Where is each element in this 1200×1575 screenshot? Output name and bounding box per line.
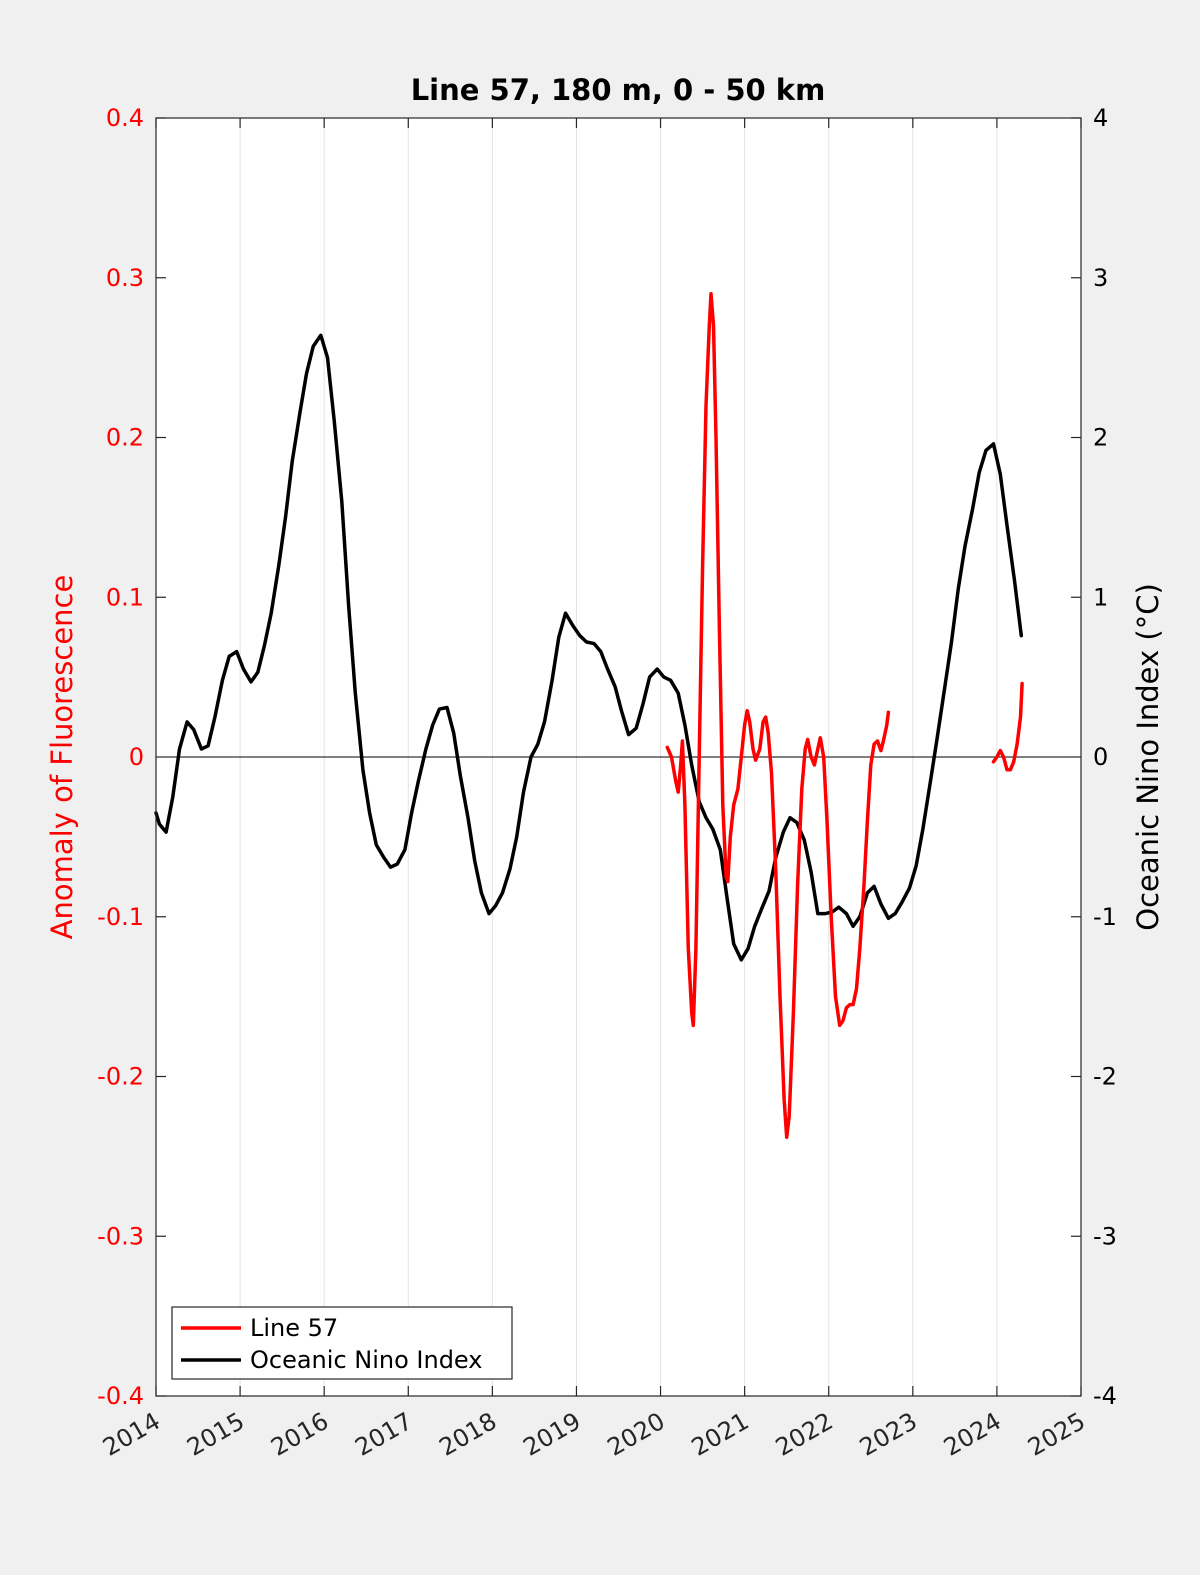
x-tick-label: 2021 [687,1407,754,1462]
right-y-tick-label: 4 [1093,104,1108,132]
series-line-line-57 [991,681,1024,772]
left-y-axis-label: Anomaly of Fluorescence [45,575,79,940]
left-y-tick-label: -0.3 [97,1222,144,1250]
legend-box [171,1306,513,1380]
right-y-tick-label: -3 [1093,1222,1117,1250]
right-y-tick-label: 1 [1093,583,1108,611]
x-tick-label: 2014 [98,1407,165,1462]
x-tick-label: 2015 [182,1407,249,1462]
x-tick-label: 2025 [1023,1407,1090,1462]
right-y-tick-label: -2 [1093,1063,1117,1091]
right-y-tick-label: 3 [1093,264,1108,292]
legend: Line 57 Oceanic Nino Index [171,1306,513,1380]
right-y-axis-ticks: -4 -3 -2 -1 0 1 2 3 4 [1071,104,1117,1410]
series-line-oceanic-nino-index [154,333,1024,962]
series-lines [154,291,1024,1139]
left-y-tick-label: 0 [129,743,144,771]
x-tick-label: 2022 [771,1407,838,1462]
right-y-tick-label: -1 [1093,903,1117,931]
x-tick-label: 2016 [266,1407,333,1462]
left-y-tick-label: -0.4 [97,1382,144,1410]
x-tick-label: 2020 [603,1407,670,1462]
right-y-tick-label: 2 [1093,424,1108,452]
x-tick-label: 2017 [350,1407,417,1462]
x-tick-label: 2018 [434,1407,501,1462]
left-y-tick-label: -0.2 [97,1063,144,1091]
chart-title: Line 57, 180 m, 0 - 50 km [411,73,826,107]
left-y-tick-label: -0.1 [97,903,144,931]
legend-label-oni: Oceanic Nino Index [250,1346,482,1374]
left-y-tick-label: 0.1 [106,583,144,611]
x-tick-label: 2019 [519,1407,586,1462]
left-y-axis-ticks: -0.4 -0.3 -0.2 -0.1 0 0.1 0.2 0.3 0.4 [97,104,166,1410]
x-tick-label: 2024 [939,1407,1006,1462]
right-y-tick-label: 0 [1093,743,1108,771]
left-y-tick-label: 0.4 [106,104,144,132]
left-y-tick-label: 0.2 [106,424,144,452]
right-y-axis-label: Oceanic Nino Index (°C) [1131,583,1165,931]
left-y-tick-label: 0.3 [106,264,144,292]
x-tick-label: 2023 [855,1407,922,1462]
legend-label-line-57: Line 57 [250,1314,338,1342]
series-line-line-57 [665,291,891,1139]
right-y-tick-label: -4 [1093,1382,1117,1410]
